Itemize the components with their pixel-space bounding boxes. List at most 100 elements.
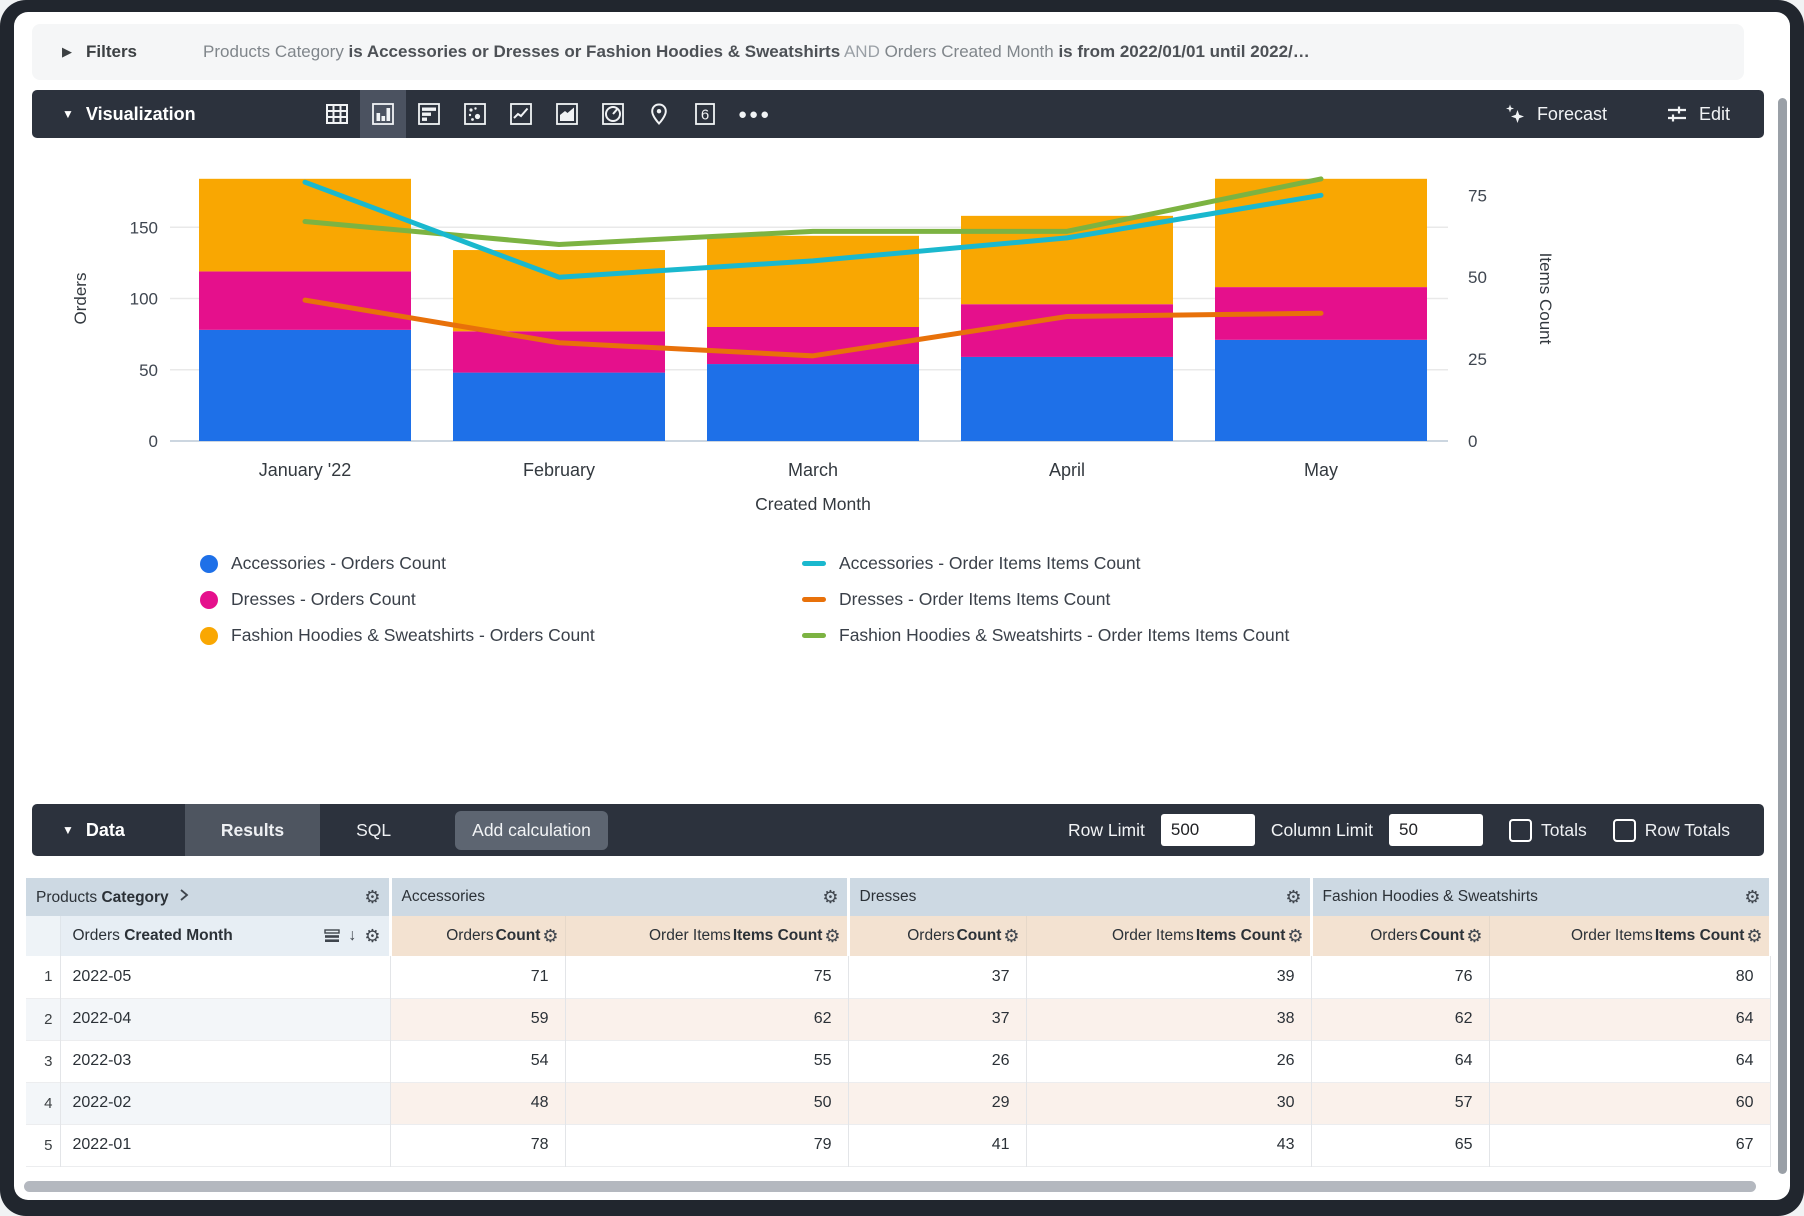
measure-cell[interactable]: 57 — [1311, 1082, 1490, 1124]
bar-segment[interactable] — [453, 331, 665, 373]
gear-icon[interactable]: ⚙ — [1466, 926, 1483, 946]
more-options-icon[interactable]: ●●● — [738, 105, 772, 123]
bar-segment[interactable] — [961, 304, 1173, 357]
gear-icon[interactable]: ⚙ — [822, 887, 839, 907]
measure-cell[interactable]: 48 — [390, 1082, 566, 1124]
measure-cell[interactable]: 60 — [1489, 1082, 1771, 1124]
bar-chart-icon[interactable] — [406, 90, 452, 138]
measure-cell[interactable]: 54 — [390, 1040, 566, 1082]
add-calculation-button[interactable]: Add calculation — [455, 810, 608, 850]
bar-segment[interactable] — [453, 372, 665, 441]
measure-cell[interactable]: 71 — [390, 956, 566, 998]
row-totals-checkbox[interactable] — [1612, 818, 1636, 842]
dimension-group-header[interactable]: Products Category ⚙ — [26, 878, 392, 916]
visualization-collapse-caret-icon[interactable]: ▼ — [62, 107, 74, 121]
measure-cell[interactable]: 59 — [390, 998, 566, 1040]
measure-cell[interactable]: 64 — [1489, 998, 1771, 1040]
measure-cell[interactable]: 67 — [1489, 1124, 1771, 1166]
tab-results[interactable]: Results — [184, 804, 321, 856]
area-chart-icon[interactable] — [544, 90, 590, 138]
measure-header[interactable]: Orders Count ⚙ — [1311, 916, 1490, 956]
measure-cell[interactable]: 62 — [565, 998, 849, 1040]
dimension-cell[interactable]: 2022-01 — [60, 1124, 391, 1166]
dimension-cell[interactable]: 2022-05 — [60, 956, 391, 998]
measure-cell[interactable]: 37 — [848, 956, 1027, 998]
measure-header[interactable]: Order Items Items Count ⚙ — [1026, 916, 1313, 956]
legend-item[interactable]: Fashion Hoodies & Sweatshirts - Order It… — [802, 625, 1289, 646]
row-totals-toggle[interactable]: Row Totals — [1612, 818, 1730, 842]
map-chart-icon[interactable] — [636, 90, 682, 138]
measure-cell[interactable]: 55 — [565, 1040, 849, 1082]
measure-cell[interactable]: 50 — [565, 1082, 849, 1124]
bar-segment[interactable] — [1215, 339, 1427, 441]
forecast-button[interactable]: Forecast — [1503, 102, 1607, 126]
legend-item[interactable]: Accessories - Order Items Items Count — [802, 553, 1289, 574]
measure-header[interactable]: Order Items Items Count ⚙ — [565, 916, 850, 956]
legend-item[interactable]: Dresses - Orders Count — [200, 589, 802, 610]
measure-cell[interactable]: 76 — [1311, 956, 1490, 998]
scatter-chart-icon[interactable] — [452, 90, 498, 138]
bar-segment[interactable] — [199, 178, 411, 272]
measure-cell[interactable]: 65 — [1311, 1124, 1490, 1166]
line-series[interactable] — [302, 179, 1324, 280]
gear-icon[interactable]: ⚙ — [1746, 926, 1763, 946]
measure-cell[interactable]: 39 — [1026, 956, 1312, 998]
gear-icon[interactable]: ⚙ — [364, 887, 381, 907]
filters-bar[interactable]: ▶ Filters Products Category is Accessori… — [32, 24, 1744, 80]
bar-segment[interactable] — [453, 250, 665, 332]
vertical-scrollbar[interactable] — [1778, 98, 1787, 1174]
single-value-icon[interactable]: 6 — [682, 90, 728, 138]
gear-icon[interactable]: ⚙ — [1285, 887, 1302, 907]
totals-checkbox[interactable] — [1509, 818, 1532, 842]
measure-header[interactable]: Order Items Items Count ⚙ — [1489, 916, 1772, 956]
line-series[interactable] — [302, 176, 1324, 247]
line-series[interactable] — [302, 297, 1324, 359]
gear-icon[interactable]: ⚙ — [1744, 887, 1761, 907]
measure-cell[interactable]: 38 — [1026, 998, 1312, 1040]
measure-group-header[interactable]: Accessories ⚙ — [390, 878, 850, 916]
dimension-cell[interactable]: 2022-03 — [60, 1040, 391, 1082]
edit-button[interactable]: Edit — [1665, 102, 1730, 126]
legend-item[interactable]: Fashion Hoodies & Sweatshirts - Orders C… — [200, 625, 802, 646]
row-limit-input[interactable] — [1160, 814, 1255, 846]
measure-cell[interactable]: 64 — [1311, 1040, 1490, 1082]
measure-cell[interactable]: 30 — [1026, 1082, 1312, 1124]
dimension-header[interactable]: Orders Created Month ↓ ⚙ — [60, 916, 392, 956]
gear-icon[interactable]: ⚙ — [824, 926, 841, 946]
measure-cell[interactable]: 75 — [565, 956, 849, 998]
gear-icon[interactable]: ⚙ — [542, 926, 559, 946]
measure-cell[interactable]: 43 — [1026, 1124, 1312, 1166]
sort-desc-arrow-icon[interactable]: ↓ — [348, 927, 357, 944]
measure-group-header[interactable]: Dresses ⚙ — [848, 878, 1313, 916]
legend-item[interactable]: Accessories - Orders Count — [200, 553, 802, 574]
legend-item[interactable]: Dresses - Order Items Items Count — [802, 589, 1289, 610]
measure-cell[interactable]: 64 — [1489, 1040, 1771, 1082]
filters-expand-caret-icon[interactable]: ▶ — [62, 44, 72, 59]
data-collapse-caret-icon[interactable]: ▼ — [62, 823, 74, 837]
chevron-right-icon[interactable] — [179, 888, 189, 902]
measure-cell[interactable]: 78 — [390, 1124, 566, 1166]
measure-cell[interactable]: 79 — [565, 1124, 849, 1166]
measure-cell[interactable]: 62 — [1311, 998, 1490, 1040]
combo-chart[interactable]: 0 50 100 150 0 25 50 75 January '22 February March… — [28, 144, 1768, 524]
pie-chart-icon[interactable] — [590, 90, 636, 138]
dimension-cell[interactable]: 2022-04 — [60, 998, 391, 1040]
measure-cell[interactable]: 26 — [848, 1040, 1027, 1082]
measure-cell[interactable]: 29 — [848, 1082, 1027, 1124]
measure-cell[interactable]: 41 — [848, 1124, 1027, 1166]
bar-segment[interactable] — [961, 356, 1173, 441]
bar-segment[interactable] — [707, 364, 919, 441]
gear-icon[interactable]: ⚙ — [1003, 926, 1020, 946]
gear-icon[interactable]: ⚙ — [364, 926, 381, 946]
line-chart-icon[interactable] — [498, 90, 544, 138]
measure-cell[interactable]: 26 — [1026, 1040, 1312, 1082]
bar-segment[interactable] — [199, 329, 411, 441]
tab-sql[interactable]: SQL — [356, 819, 392, 840]
measure-cell[interactable]: 37 — [848, 998, 1027, 1040]
measure-cell[interactable]: 80 — [1489, 956, 1771, 998]
measure-header[interactable]: Orders Count ⚙ — [390, 916, 566, 956]
gear-icon[interactable]: ⚙ — [1287, 926, 1304, 946]
totals-toggle[interactable]: Totals — [1509, 818, 1587, 842]
measure-group-header[interactable]: Fashion Hoodies & Sweatshirts ⚙ — [1311, 878, 1772, 916]
dimension-cell[interactable]: 2022-02 — [60, 1082, 391, 1124]
